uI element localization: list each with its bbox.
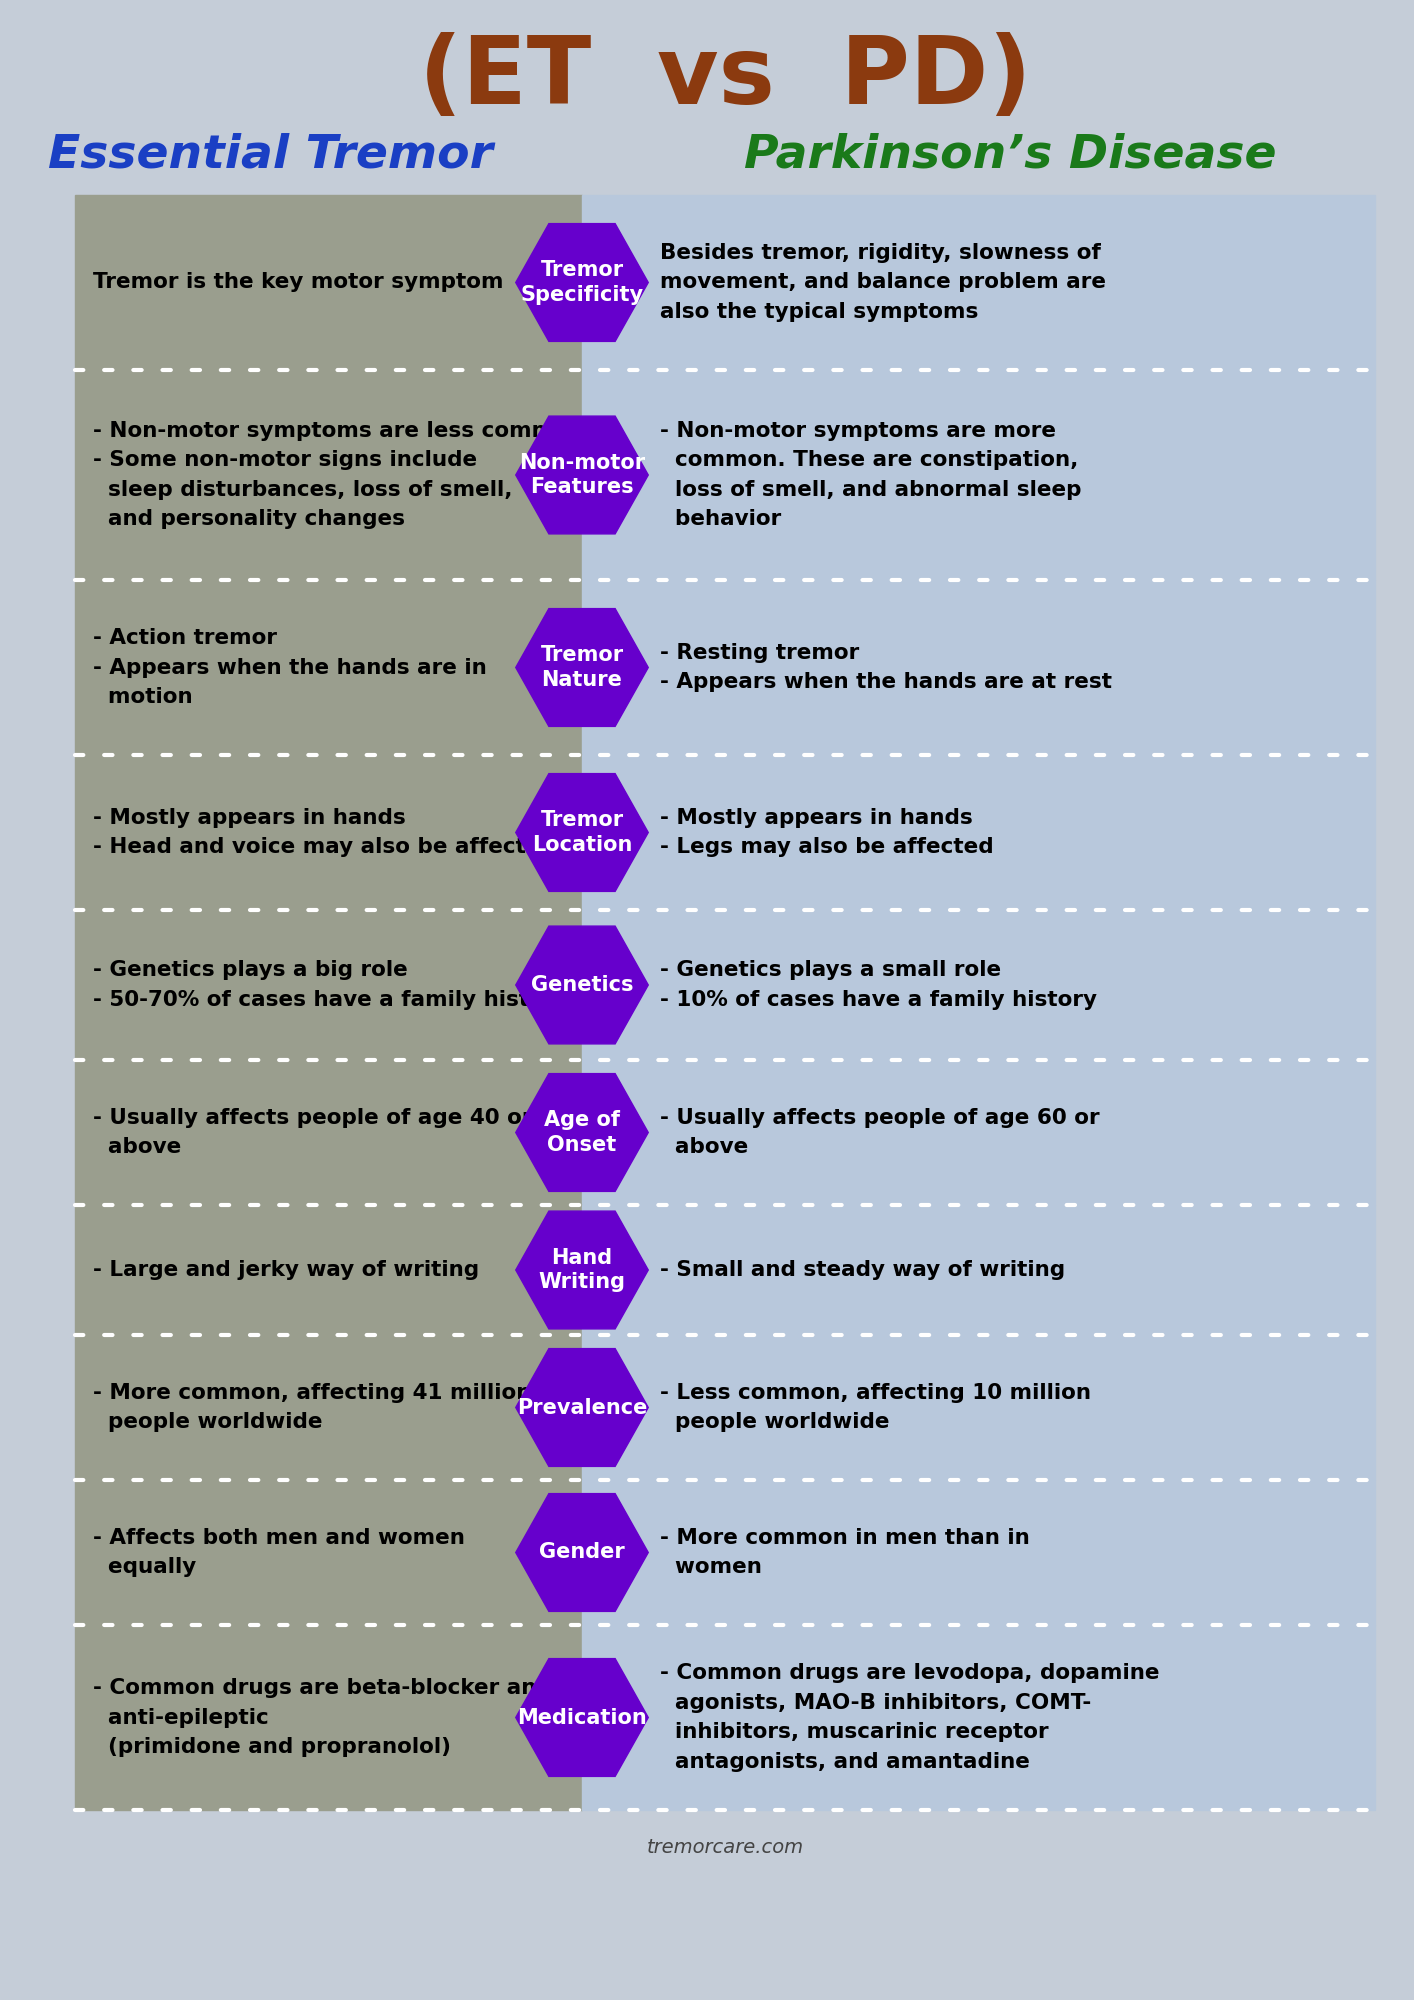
Polygon shape: [516, 1074, 648, 1192]
Bar: [75, 910, 583, 1060]
Text: - Non-motor symptoms are more
  common. These are constipation,
  loss of smell,: - Non-motor symptoms are more common. Th…: [660, 420, 1082, 530]
Text: - Less common, affecting 10 million
  people worldwide: - Less common, affecting 10 million peop…: [660, 1382, 1092, 1432]
Text: - Mostly appears in hands
- Head and voice may also be affected: - Mostly appears in hands - Head and voi…: [93, 808, 556, 858]
Text: Prevalence: Prevalence: [518, 1398, 648, 1418]
Bar: [583, 196, 1374, 370]
Text: - Resting tremor
- Appears when the hands are at rest: - Resting tremor - Appears when the hand…: [660, 642, 1111, 692]
Bar: [583, 1060, 1374, 1204]
Text: Medication: Medication: [518, 1708, 646, 1728]
Text: Age of
Onset: Age of Onset: [544, 1110, 619, 1154]
Bar: [75, 1204, 583, 1336]
Text: Tremor
Nature: Tremor Nature: [540, 646, 624, 690]
Text: - Affects both men and women
  equally: - Affects both men and women equally: [93, 1528, 465, 1578]
Text: - More common in men than in
  women: - More common in men than in women: [660, 1528, 1029, 1578]
Bar: [583, 1336, 1374, 1480]
Text: Hand
Writing: Hand Writing: [539, 1248, 625, 1292]
Bar: [583, 580, 1374, 754]
Bar: [583, 1624, 1374, 1810]
Polygon shape: [516, 224, 648, 342]
Bar: [75, 580, 583, 754]
Text: - Mostly appears in hands
- Legs may also be affected: - Mostly appears in hands - Legs may als…: [660, 808, 994, 858]
Text: (ET  vs  PD): (ET vs PD): [419, 32, 1032, 124]
Text: - Action tremor
- Appears when the hands are in
  motion: - Action tremor - Appears when the hands…: [93, 628, 486, 708]
Text: - Genetics plays a small role
- 10% of cases have a family history: - Genetics plays a small role - 10% of c…: [660, 960, 1097, 1010]
Text: tremorcare.com: tremorcare.com: [646, 1838, 803, 1856]
Polygon shape: [516, 926, 648, 1044]
Text: - Usually affects people of age 60 or
  above: - Usually affects people of age 60 or ab…: [660, 1108, 1100, 1158]
Text: - Non-motor symptoms are less common
- Some non-motor signs include
  sleep dist: - Non-motor symptoms are less common - S…: [93, 420, 584, 530]
Polygon shape: [516, 1212, 648, 1328]
Text: - Common drugs are levodopa, dopamine
  agonists, MAO-B inhibitors, COMT-
  inhi: - Common drugs are levodopa, dopamine ag…: [660, 1664, 1159, 1772]
Bar: [583, 1480, 1374, 1624]
Text: Gender: Gender: [539, 1542, 625, 1562]
Bar: [75, 196, 583, 370]
Polygon shape: [516, 1348, 648, 1466]
Polygon shape: [516, 1494, 648, 1612]
Polygon shape: [516, 774, 648, 892]
Text: Genetics: Genetics: [530, 976, 633, 994]
Text: Tremor
Specificity: Tremor Specificity: [520, 260, 643, 304]
Bar: [75, 1480, 583, 1624]
Bar: [75, 1624, 583, 1810]
Text: Parkinson’s Disease: Parkinson’s Disease: [744, 132, 1277, 178]
Text: - Common drugs are beta-blocker and
  anti-epileptic
  (primidone and propranolo: - Common drugs are beta-blocker and anti…: [93, 1678, 551, 1758]
Text: Tremor is the key motor symptom: Tremor is the key motor symptom: [93, 272, 503, 292]
Bar: [583, 1204, 1374, 1336]
Text: Essential Tremor: Essential Tremor: [48, 132, 492, 178]
Text: - Large and jerky way of writing: - Large and jerky way of writing: [93, 1260, 479, 1280]
Text: Besides tremor, rigidity, slowness of
movement, and balance problem are
also the: Besides tremor, rigidity, slowness of mo…: [660, 242, 1106, 322]
Text: Tremor
Location: Tremor Location: [532, 810, 632, 854]
Text: - Usually affects people of age 40 or
  above: - Usually affects people of age 40 or ab…: [93, 1108, 533, 1158]
Text: - Small and steady way of writing: - Small and steady way of writing: [660, 1260, 1065, 1280]
Bar: [75, 1336, 583, 1480]
Bar: [75, 370, 583, 580]
Bar: [583, 910, 1374, 1060]
Polygon shape: [516, 608, 648, 726]
Bar: [583, 370, 1374, 580]
Polygon shape: [516, 416, 648, 534]
Text: Non-motor
Features: Non-motor Features: [519, 452, 645, 498]
Bar: [583, 754, 1374, 910]
Bar: [75, 754, 583, 910]
Text: - Genetics plays a big role
- 50-70% of cases have a family history: - Genetics plays a big role - 50-70% of …: [93, 960, 568, 1010]
Text: - More common, affecting 41 million
  people worldwide: - More common, affecting 41 million peop…: [93, 1382, 532, 1432]
Polygon shape: [516, 1658, 648, 1776]
Bar: [75, 1060, 583, 1204]
